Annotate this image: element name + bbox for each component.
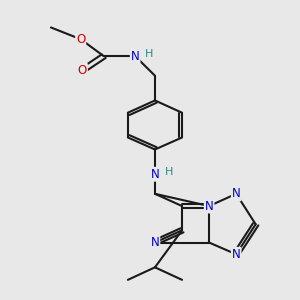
Text: N: N — [131, 50, 140, 63]
Text: N: N — [232, 187, 241, 200]
Text: H: H — [165, 167, 173, 177]
Text: H: H — [145, 49, 153, 59]
Text: O: O — [78, 64, 87, 77]
Text: N: N — [151, 236, 159, 249]
Text: N: N — [232, 248, 241, 261]
Text: O: O — [76, 33, 85, 46]
Text: N: N — [151, 168, 159, 181]
Text: N: N — [205, 200, 214, 213]
